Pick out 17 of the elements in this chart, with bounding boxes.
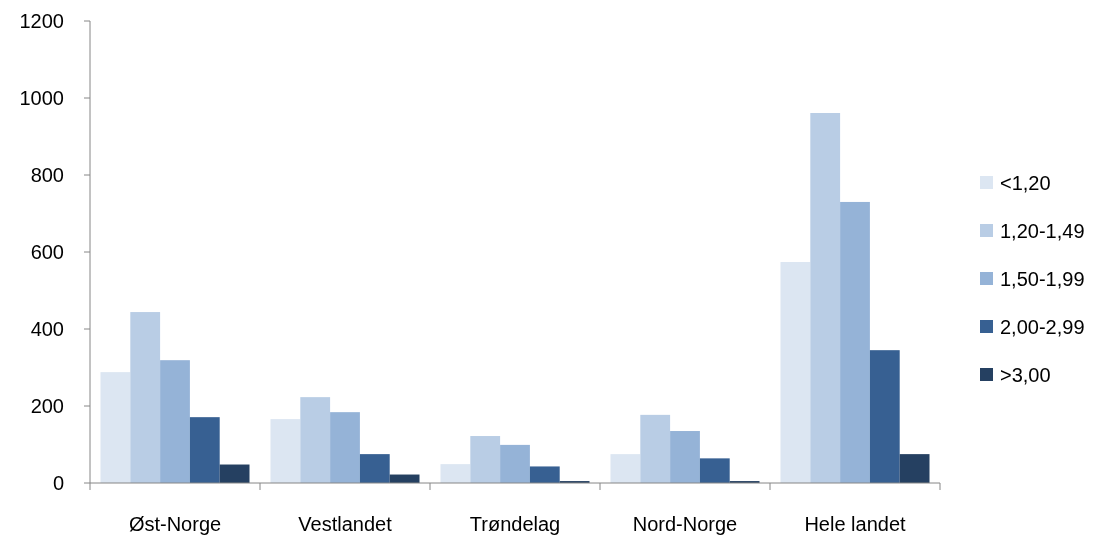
y-tick-label: 600 <box>30 241 64 263</box>
x-tick-label: Øst-Norge <box>128 513 222 535</box>
x-tick-label: Trøndelag <box>469 513 561 535</box>
legend-label: 1,50-1,99 <box>1000 268 1085 290</box>
x-tick-label: Hele landet <box>804 513 907 535</box>
legend-label: 1,20-1,49 <box>1000 220 1085 242</box>
y-tick-label: 200 <box>30 395 64 417</box>
legend-label: >3,00 <box>1000 364 1051 386</box>
y-tick-label: 1000 <box>19 87 64 109</box>
legend-label: 2,00-2,99 <box>1000 316 1085 338</box>
x-tick-label: Nord-Norge <box>632 513 738 535</box>
x-tick-label: Vestlandet <box>298 513 393 535</box>
y-tick-label: 0 <box>52 472 64 494</box>
y-tick-label: 800 <box>30 164 64 186</box>
y-tick-label: 400 <box>30 318 64 340</box>
legend-label: <1,20 <box>1000 172 1051 194</box>
y-tick-label: 1200 <box>19 10 64 32</box>
